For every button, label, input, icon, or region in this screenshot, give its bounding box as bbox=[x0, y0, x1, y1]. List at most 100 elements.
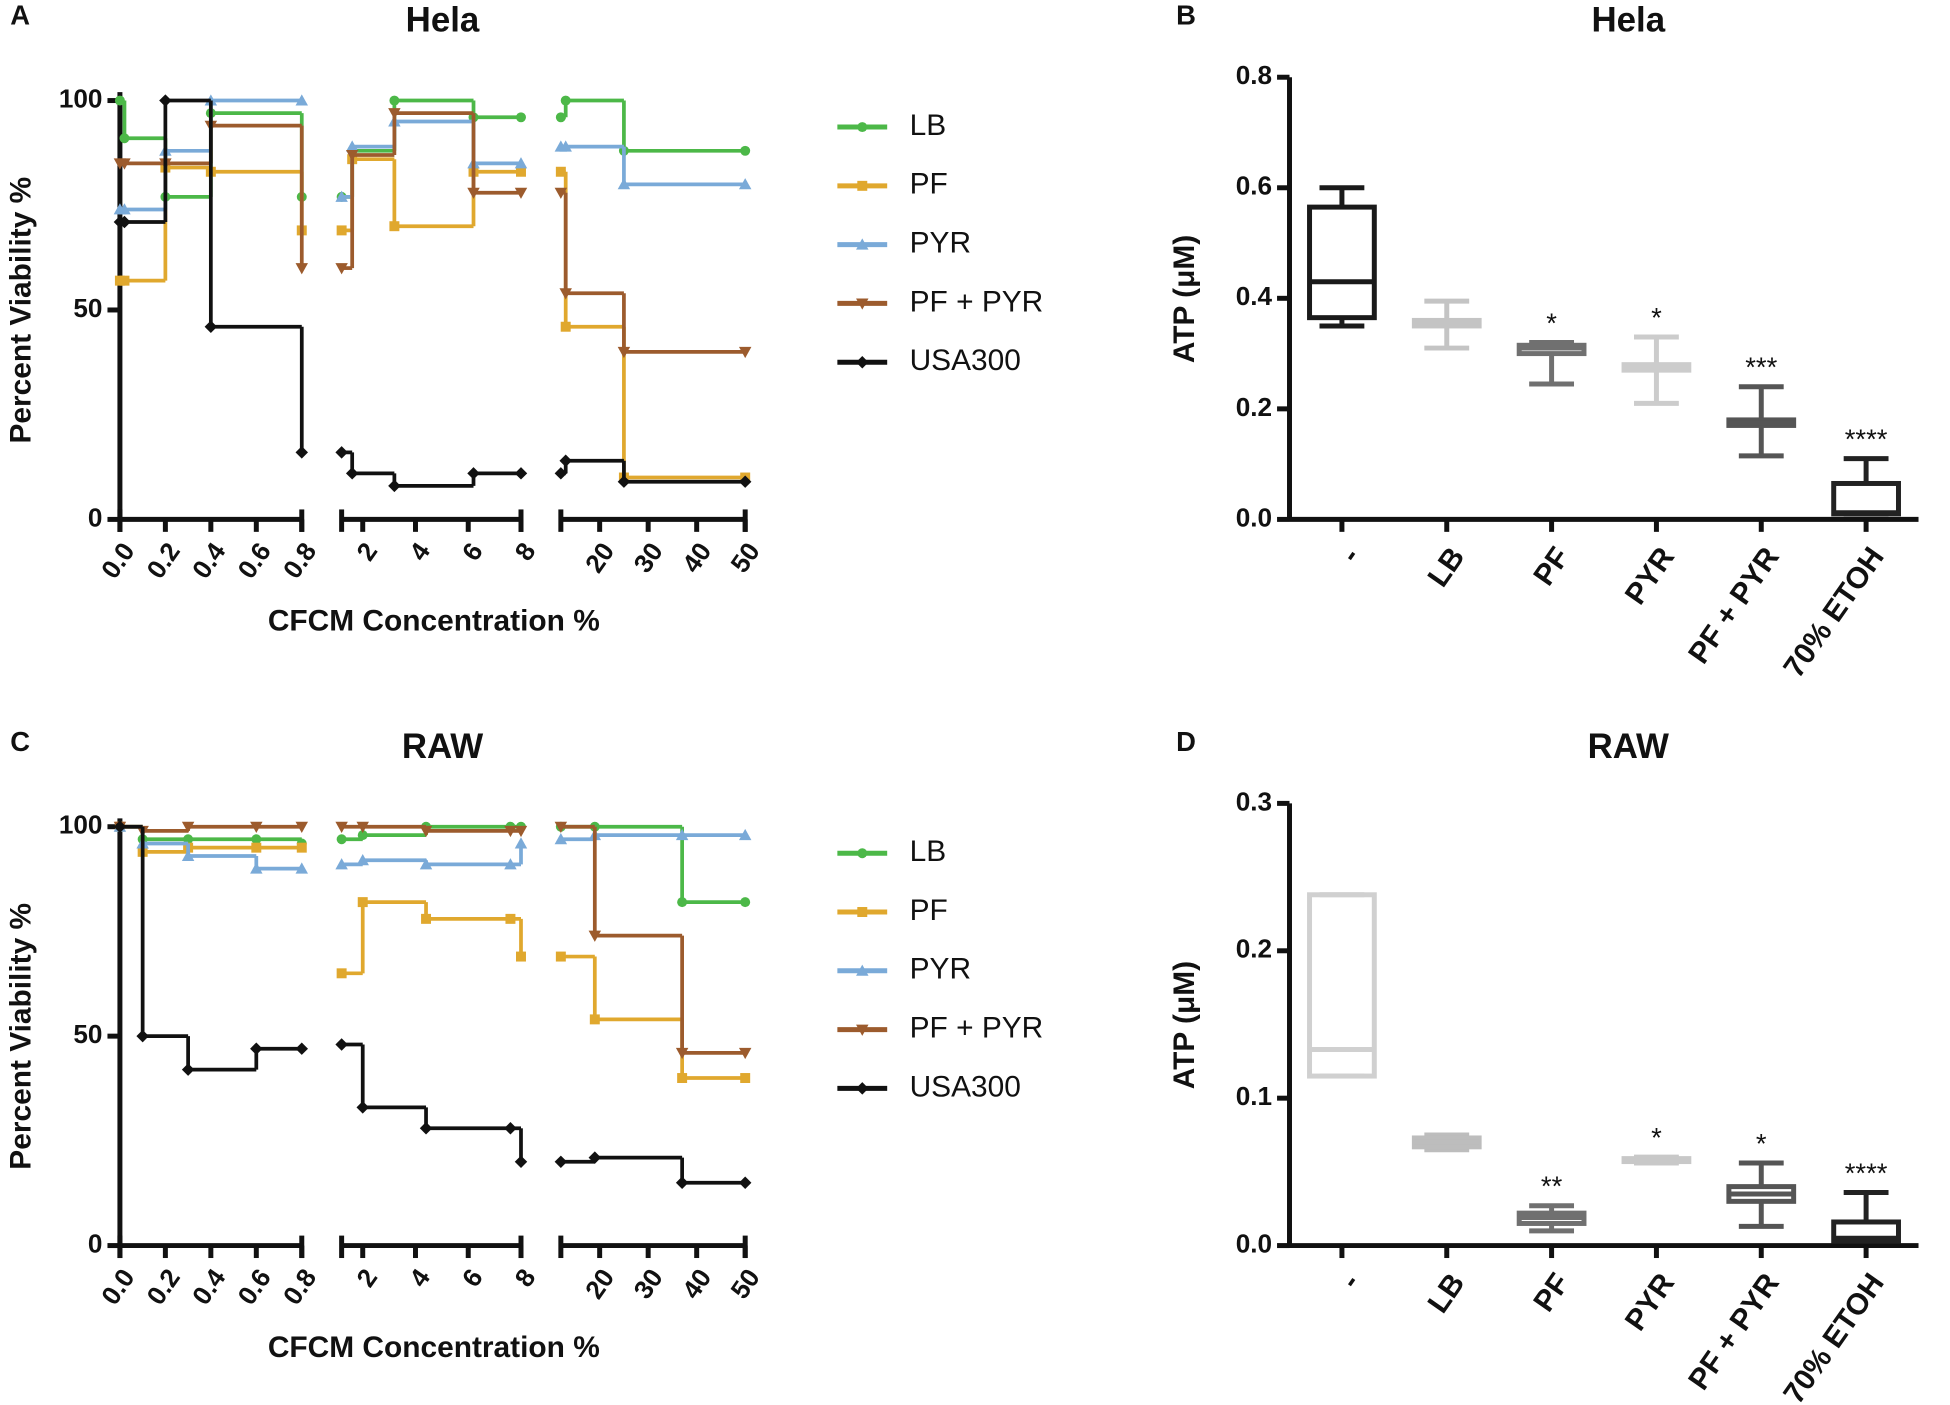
step bbox=[424, 860, 511, 867]
point bbox=[388, 479, 401, 493]
significance: * bbox=[1756, 1128, 1767, 1159]
point bbox=[516, 112, 526, 123]
legend-label: PF bbox=[910, 894, 948, 927]
point bbox=[856, 1082, 869, 1095]
x-tick-label: PF bbox=[1527, 1268, 1576, 1318]
point bbox=[514, 825, 528, 838]
step bbox=[592, 833, 683, 840]
point bbox=[675, 1176, 689, 1189]
step bbox=[360, 900, 427, 974]
y-tick-label: 0.1 bbox=[1236, 1081, 1272, 1111]
y-tick-label: 100 bbox=[59, 83, 103, 113]
point bbox=[857, 907, 868, 917]
box bbox=[1307, 892, 1377, 1079]
y-axis-label: Percent Viability % bbox=[5, 903, 38, 1170]
step bbox=[163, 98, 211, 223]
point bbox=[295, 862, 308, 874]
step bbox=[360, 858, 427, 865]
point bbox=[504, 1122, 517, 1135]
point bbox=[738, 828, 752, 841]
y-tick-label: 0.2 bbox=[1236, 392, 1272, 422]
legend-label: PYR bbox=[910, 227, 971, 260]
legend-label: PF + PYR bbox=[910, 1011, 1044, 1044]
point bbox=[181, 821, 195, 833]
x-tick-label: 4 bbox=[403, 1263, 436, 1292]
point bbox=[356, 853, 369, 866]
x-tick-label: 2 bbox=[350, 537, 383, 566]
step bbox=[392, 473, 474, 488]
step bbox=[680, 1019, 746, 1080]
step bbox=[140, 826, 189, 1039]
point bbox=[514, 1155, 528, 1169]
box bbox=[1831, 1219, 1901, 1244]
x-tick-label: 2 bbox=[350, 1263, 383, 1292]
point bbox=[514, 467, 528, 480]
step bbox=[563, 98, 624, 118]
point bbox=[675, 1047, 689, 1060]
point bbox=[554, 187, 568, 199]
significance: ** bbox=[1541, 1171, 1563, 1202]
chart-title: RAW bbox=[402, 727, 483, 766]
point bbox=[740, 897, 751, 908]
x-tick-label: PF bbox=[1527, 541, 1576, 591]
point bbox=[516, 951, 526, 962]
step bbox=[392, 98, 474, 151]
point bbox=[554, 1155, 568, 1169]
step bbox=[122, 100, 166, 141]
step bbox=[350, 157, 395, 231]
step bbox=[392, 159, 474, 229]
step bbox=[208, 100, 302, 329]
point bbox=[118, 158, 131, 170]
point bbox=[467, 187, 480, 199]
point bbox=[738, 346, 752, 359]
x-tick-label: 40 bbox=[676, 537, 717, 578]
x-tick-label: 70% ETOH bbox=[1777, 541, 1890, 683]
point bbox=[617, 475, 631, 488]
x-tick-label: 0.4 bbox=[186, 537, 232, 584]
y-axis-label: ATP (μM) bbox=[1168, 961, 1201, 1089]
point bbox=[295, 263, 308, 275]
panel-letter: B bbox=[1176, 0, 1196, 31]
x-tick-label: 6 bbox=[456, 537, 489, 566]
step bbox=[392, 111, 474, 155]
step bbox=[140, 826, 189, 833]
x-tick-label: 0.2 bbox=[140, 1263, 185, 1310]
point bbox=[856, 355, 869, 369]
point bbox=[336, 225, 347, 236]
step bbox=[622, 100, 746, 153]
x-tick-label: 0.0 bbox=[95, 1263, 140, 1310]
legend-label: PF + PYR bbox=[910, 285, 1044, 318]
point bbox=[295, 94, 308, 106]
legend-label: LB bbox=[910, 835, 947, 868]
step bbox=[563, 458, 624, 474]
y-tick-label: 0.0 bbox=[1236, 1228, 1272, 1258]
point bbox=[560, 95, 571, 106]
y-tick-label: 0.8 bbox=[1236, 60, 1272, 90]
point bbox=[504, 825, 517, 838]
significance: **** bbox=[1845, 423, 1888, 454]
step bbox=[471, 471, 521, 486]
point bbox=[738, 178, 752, 190]
point bbox=[559, 140, 572, 152]
point bbox=[514, 187, 528, 199]
panel-letter: D bbox=[1176, 726, 1196, 757]
chart-title: Hela bbox=[406, 1, 480, 40]
step bbox=[350, 153, 395, 269]
point bbox=[856, 298, 869, 310]
point bbox=[336, 968, 347, 979]
x-tick-label: 20 bbox=[579, 1263, 620, 1304]
x-tick-label: LB bbox=[1422, 541, 1472, 593]
x-axis-label: CFCM Concentration % bbox=[268, 1331, 600, 1364]
point bbox=[389, 221, 400, 232]
point bbox=[295, 1042, 308, 1055]
step bbox=[392, 119, 474, 147]
x-tick-label: 0.6 bbox=[231, 1263, 276, 1310]
point bbox=[504, 858, 517, 870]
point bbox=[388, 108, 401, 120]
step bbox=[186, 1036, 257, 1072]
significance: *** bbox=[1745, 352, 1777, 383]
point bbox=[738, 1047, 752, 1060]
y-tick-label: 0.4 bbox=[1236, 281, 1273, 311]
point bbox=[559, 288, 572, 300]
point bbox=[335, 821, 348, 833]
